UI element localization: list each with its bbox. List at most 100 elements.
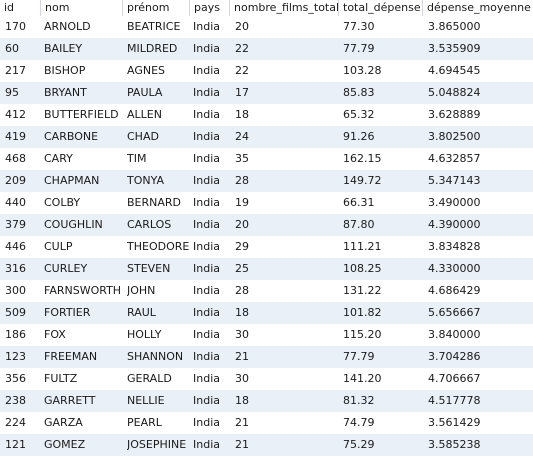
table-row[interactable]: 468 CARY TIM India 35 162.15 4.632857 — [0, 148, 533, 170]
cell-nom[interactable]: FOX — [44, 328, 66, 341]
cell-id[interactable]: 121 — [5, 438, 26, 451]
cell-pays[interactable]: India — [193, 394, 220, 407]
cell-nom[interactable]: ARNOLD — [44, 20, 91, 33]
column-header-depense-moyenne[interactable]: dépense_moyenne — [427, 1, 531, 14]
column-header-pays[interactable]: pays — [190, 0, 230, 16]
cell-nom[interactable]: FULTZ — [44, 372, 78, 385]
table-row[interactable]: 356 FULTZ GERALD India 30 141.20 4.706667 — [0, 368, 533, 390]
cell-pays[interactable]: India — [193, 64, 220, 77]
cell-nom[interactable]: BAILEY — [44, 42, 83, 55]
table-row[interactable]: 412 BUTTERFIELD ALLEN India 18 65.32 3.628889 — [0, 104, 533, 126]
cell-depense-moyenne[interactable]: 4.517778 — [428, 394, 481, 407]
cell-total-depense[interactable]: 85.83 — [343, 86, 375, 99]
cell-nombre-films-total[interactable]: 20 — [235, 218, 249, 231]
cell-id[interactable]: 224 — [5, 416, 26, 429]
cell-id[interactable]: 123 — [5, 350, 26, 363]
cell-prenom[interactable]: TIM — [127, 152, 147, 165]
cell-total-depense[interactable]: 81.32 — [343, 394, 375, 407]
cell-prenom[interactable]: STEVEN — [127, 262, 171, 275]
cell-nombre-films-total[interactable]: 18 — [235, 108, 249, 121]
cell-total-depense[interactable]: 162.15 — [343, 152, 382, 165]
cell-nombre-films-total[interactable]: 19 — [235, 196, 249, 209]
cell-id[interactable]: 440 — [5, 196, 26, 209]
table-row[interactable]: 440 COLBY BERNARD India 19 66.31 3.490000 — [0, 192, 533, 214]
cell-prenom[interactable]: TONYA — [127, 174, 164, 187]
cell-id[interactable]: 209 — [5, 174, 26, 187]
cell-total-depense[interactable]: 75.29 — [343, 438, 375, 451]
cell-prenom[interactable]: GERALD — [127, 372, 172, 385]
cell-nombre-films-total[interactable]: 29 — [235, 240, 249, 253]
cell-nom[interactable]: CARBONE — [44, 130, 99, 143]
cell-prenom[interactable]: RAUL — [127, 306, 156, 319]
cell-depense-moyenne[interactable]: 3.704286 — [428, 350, 481, 363]
cell-nombre-films-total[interactable]: 21 — [235, 350, 249, 363]
cell-prenom[interactable]: BERNARD — [127, 196, 182, 209]
cell-id[interactable]: 170 — [5, 20, 26, 33]
cell-nom[interactable]: CARY — [44, 152, 73, 165]
cell-depense-moyenne[interactable]: 3.834828 — [428, 240, 481, 253]
cell-nombre-films-total[interactable]: 35 — [235, 152, 249, 165]
cell-prenom[interactable]: CARLOS — [127, 218, 172, 231]
cell-pays[interactable]: India — [193, 262, 220, 275]
table-row[interactable]: 446 CULP THEODORE India 29 111.21 3.834828 — [0, 236, 533, 258]
cell-id[interactable]: 446 — [5, 240, 26, 253]
cell-nom[interactable]: BRYANT — [44, 86, 87, 99]
cell-depense-moyenne[interactable]: 3.585238 — [428, 438, 481, 451]
table-row[interactable]: 217 BISHOP AGNES India 22 103.28 4.694545 — [0, 60, 533, 82]
cell-nombre-films-total[interactable]: 18 — [235, 394, 249, 407]
cell-id[interactable]: 419 — [5, 130, 26, 143]
cell-nom[interactable]: BISHOP — [44, 64, 86, 77]
table-row[interactable]: 170 ARNOLD BEATRICE India 20 77.30 3.865000 — [0, 16, 533, 38]
cell-prenom[interactable]: HOLLY — [127, 328, 162, 341]
cell-id[interactable]: 238 — [5, 394, 26, 407]
cell-nombre-films-total[interactable]: 30 — [235, 372, 249, 385]
cell-depense-moyenne[interactable]: 4.330000 — [428, 262, 481, 275]
cell-total-depense[interactable]: 115.20 — [343, 328, 382, 341]
cell-nombre-films-total[interactable]: 25 — [235, 262, 249, 275]
cell-id[interactable]: 300 — [5, 284, 26, 297]
cell-id[interactable]: 412 — [5, 108, 26, 121]
cell-nom[interactable]: GARRETT — [44, 394, 96, 407]
cell-depense-moyenne[interactable]: 3.840000 — [428, 328, 481, 341]
cell-total-depense[interactable]: 65.32 — [343, 108, 375, 121]
cell-id[interactable]: 468 — [5, 152, 26, 165]
cell-depense-moyenne[interactable]: 4.694545 — [428, 64, 481, 77]
cell-prenom[interactable]: AGNES — [127, 64, 166, 77]
cell-total-depense[interactable]: 101.82 — [343, 306, 382, 319]
cell-nom[interactable]: FORTIER — [44, 306, 91, 319]
table-row[interactable]: 224 GARZA PEARL India 21 74.79 3.561429 — [0, 412, 533, 434]
table-row[interactable]: 316 CURLEY STEVEN India 25 108.25 4.330000 — [0, 258, 533, 280]
table-row[interactable]: 123 FREEMAN SHANNON India 21 77.79 3.704286 — [0, 346, 533, 368]
cell-pays[interactable]: India — [193, 416, 220, 429]
cell-depense-moyenne[interactable]: 4.390000 — [428, 218, 481, 231]
cell-nombre-films-total[interactable]: 28 — [235, 284, 249, 297]
table-row[interactable]: 121 GOMEZ JOSEPHINE India 21 75.29 3.585238 — [0, 434, 533, 456]
cell-total-depense[interactable]: 149.72 — [343, 174, 382, 187]
cell-nombre-films-total[interactable]: 20 — [235, 20, 249, 33]
cell-nom[interactable]: BUTTERFIELD — [44, 108, 119, 121]
cell-total-depense[interactable]: 66.31 — [343, 196, 375, 209]
cell-nom[interactable]: GOMEZ — [44, 438, 86, 451]
cell-depense-moyenne[interactable]: 5.656667 — [428, 306, 481, 319]
cell-depense-moyenne[interactable]: 3.561429 — [428, 416, 481, 429]
cell-nombre-films-total[interactable]: 17 — [235, 86, 249, 99]
column-header-total-depense[interactable]: total_dépense — [339, 0, 423, 16]
cell-prenom[interactable]: JOHN — [127, 284, 156, 297]
cell-pays[interactable]: India — [193, 152, 220, 165]
cell-id[interactable]: 356 — [5, 372, 26, 385]
cell-depense-moyenne[interactable]: 3.490000 — [428, 196, 481, 209]
column-header-prenom[interactable]: prénom — [123, 0, 190, 16]
cell-id[interactable]: 316 — [5, 262, 26, 275]
cell-pays[interactable]: India — [193, 328, 220, 341]
cell-pays[interactable]: India — [193, 284, 220, 297]
cell-depense-moyenne[interactable]: 5.347143 — [428, 174, 481, 187]
cell-pays[interactable]: India — [193, 174, 220, 187]
cell-depense-moyenne[interactable]: 3.535909 — [428, 42, 481, 55]
cell-total-depense[interactable]: 103.28 — [343, 64, 382, 77]
table-row[interactable]: 186 FOX HOLLY India 30 115.20 3.840000 — [0, 324, 533, 346]
cell-prenom[interactable]: PAULA — [127, 86, 163, 99]
cell-total-depense[interactable]: 141.20 — [343, 372, 382, 385]
table-row[interactable]: 419 CARBONE CHAD India 24 91.26 3.802500 — [0, 126, 533, 148]
table-row[interactable]: 209 CHAPMAN TONYA India 28 149.72 5.347143 — [0, 170, 533, 192]
cell-total-depense[interactable]: 111.21 — [343, 240, 382, 253]
